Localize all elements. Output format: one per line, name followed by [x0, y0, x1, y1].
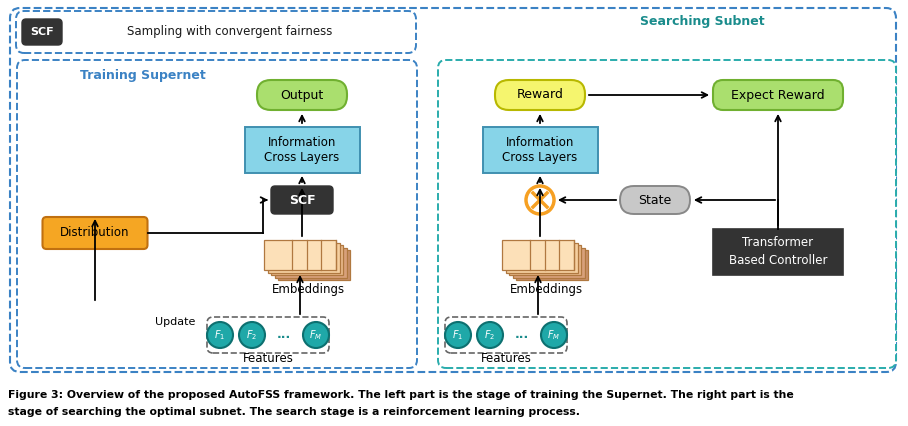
FancyBboxPatch shape — [502, 240, 574, 270]
Ellipse shape — [207, 322, 233, 348]
Text: Based Controller: Based Controller — [729, 253, 827, 267]
FancyBboxPatch shape — [278, 250, 350, 280]
FancyBboxPatch shape — [244, 127, 360, 173]
Ellipse shape — [477, 322, 503, 348]
FancyBboxPatch shape — [713, 80, 843, 110]
FancyBboxPatch shape — [257, 80, 347, 110]
Text: Sampling with convergent fairness: Sampling with convergent fairness — [127, 26, 332, 38]
Text: Output: Output — [281, 89, 323, 101]
Text: Figure 3: Overview of the proposed AutoFSS framework. The left part is the stage: Figure 3: Overview of the proposed AutoF… — [8, 390, 794, 400]
Text: stage of searching the optimal subnet. The search stage is a reinforcement learn: stage of searching the optimal subnet. T… — [8, 407, 580, 417]
Text: Expect Reward: Expect Reward — [731, 89, 824, 101]
FancyBboxPatch shape — [16, 11, 416, 53]
Text: State: State — [638, 193, 672, 207]
Text: Distribution: Distribution — [60, 227, 130, 239]
Text: $F_2$: $F_2$ — [485, 328, 496, 342]
Text: Features: Features — [242, 351, 293, 365]
Text: $F_1$: $F_1$ — [214, 328, 225, 342]
Text: SCF: SCF — [30, 27, 54, 37]
Text: SCF: SCF — [289, 193, 315, 207]
Text: Features: Features — [480, 351, 531, 365]
Ellipse shape — [445, 322, 471, 348]
Text: Searching Subnet: Searching Subnet — [640, 15, 765, 29]
FancyBboxPatch shape — [268, 242, 340, 273]
Ellipse shape — [526, 186, 554, 214]
Text: Embeddings: Embeddings — [271, 283, 344, 296]
Text: Cross Layers: Cross Layers — [264, 152, 340, 164]
FancyBboxPatch shape — [43, 217, 147, 249]
Text: $F_M$: $F_M$ — [310, 328, 322, 342]
FancyBboxPatch shape — [482, 127, 597, 173]
Text: Cross Layers: Cross Layers — [502, 152, 577, 164]
Text: $F_1$: $F_1$ — [452, 328, 464, 342]
FancyBboxPatch shape — [495, 80, 585, 110]
FancyBboxPatch shape — [438, 60, 896, 368]
Text: $F_M$: $F_M$ — [548, 328, 560, 342]
Ellipse shape — [541, 322, 567, 348]
FancyBboxPatch shape — [264, 240, 336, 270]
Text: $F_2$: $F_2$ — [246, 328, 258, 342]
Ellipse shape — [239, 322, 265, 348]
FancyBboxPatch shape — [516, 250, 588, 280]
Text: Information: Information — [268, 135, 336, 149]
FancyBboxPatch shape — [274, 248, 347, 277]
FancyBboxPatch shape — [271, 186, 333, 214]
FancyBboxPatch shape — [620, 186, 690, 214]
Text: Update: Update — [155, 317, 195, 327]
Text: ...: ... — [277, 328, 291, 342]
Text: Reward: Reward — [517, 89, 564, 101]
Ellipse shape — [303, 322, 329, 348]
Text: Training Supernet: Training Supernet — [80, 69, 206, 81]
Text: Transformer: Transformer — [743, 236, 814, 248]
FancyBboxPatch shape — [22, 19, 62, 45]
FancyBboxPatch shape — [17, 60, 417, 368]
FancyBboxPatch shape — [506, 242, 577, 273]
FancyBboxPatch shape — [512, 248, 585, 277]
Text: ...: ... — [515, 328, 529, 342]
FancyBboxPatch shape — [271, 245, 343, 275]
Text: Information: Information — [506, 135, 574, 149]
FancyBboxPatch shape — [509, 245, 581, 275]
Text: Embeddings: Embeddings — [509, 283, 583, 296]
FancyBboxPatch shape — [713, 229, 843, 275]
FancyBboxPatch shape — [10, 8, 896, 372]
